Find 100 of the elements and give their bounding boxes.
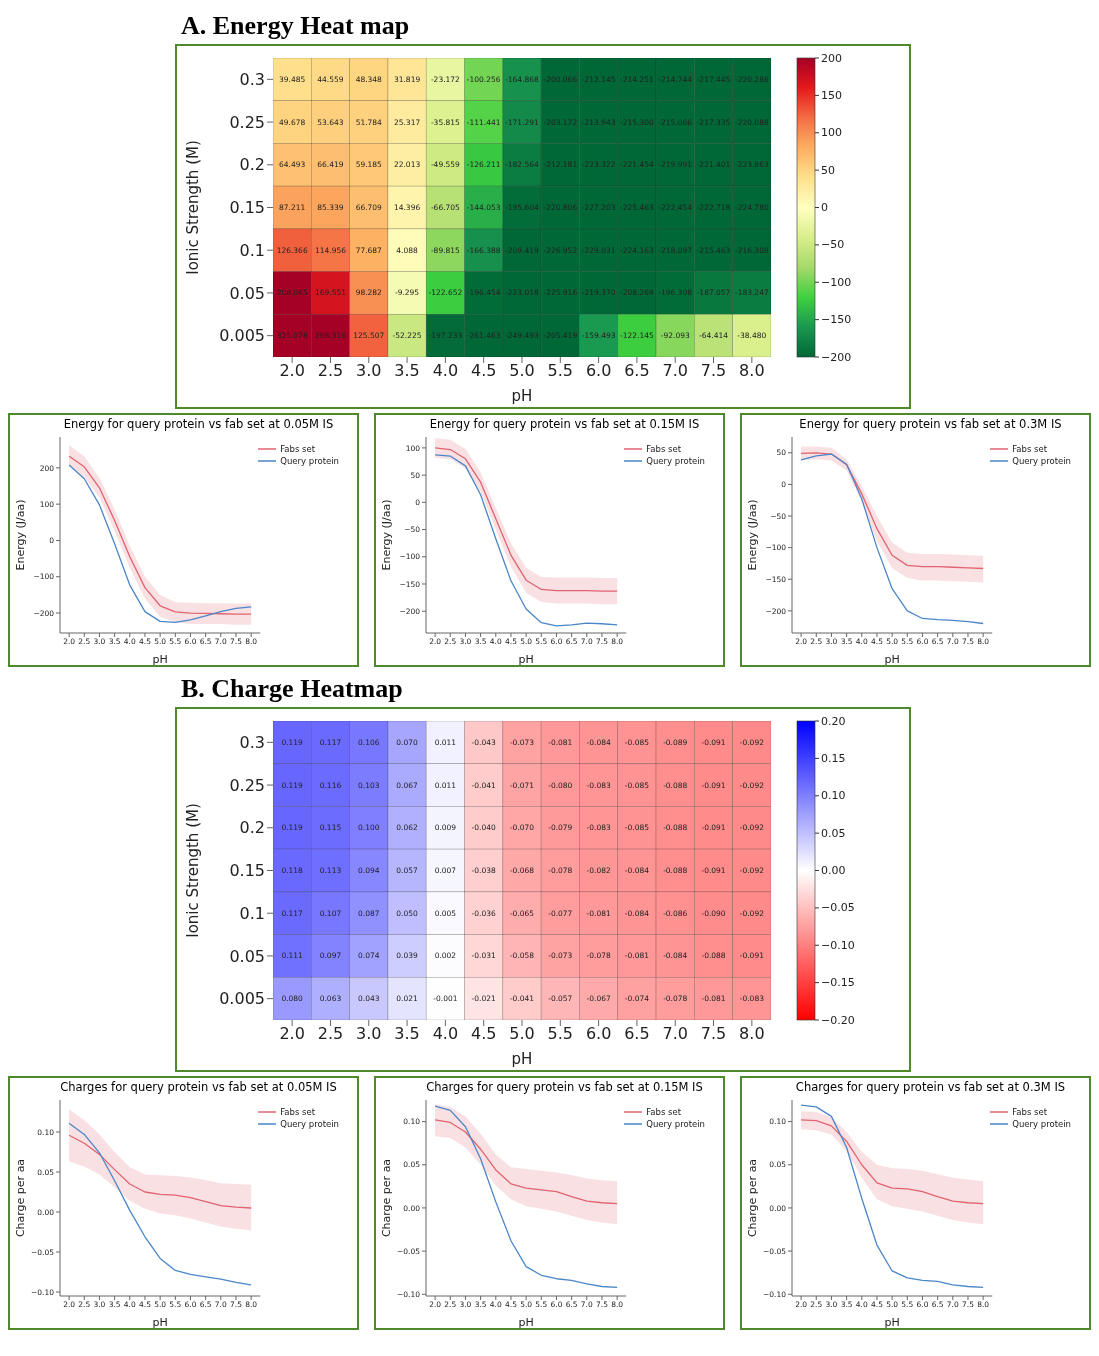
x-tick-label: 4.0 — [432, 1024, 459, 1044]
x-tick-label: 8.0 — [739, 361, 765, 381]
legend-label: Fabs set — [1012, 444, 1048, 454]
legend-label: Query protein — [646, 1119, 705, 1129]
color-bar-label: 100 — [821, 126, 842, 140]
y-axis-title: Charge per aa — [379, 1158, 393, 1238]
line-series — [434, 454, 618, 627]
y-tick-label: 0.1 — [239, 903, 265, 923]
x-tick-label: 7.5 — [700, 1024, 727, 1044]
y-tick-label: 0.05 — [229, 283, 265, 303]
color-bar-label: 0.05 — [821, 826, 846, 840]
legend-label: Query protein — [1012, 1119, 1071, 1129]
color-bar-label: −200 — [821, 350, 852, 364]
x-tick-label: 6.5 — [624, 1024, 650, 1044]
x-tick-label: 5.0 — [509, 361, 535, 381]
y-tick-label: 0.15 — [229, 198, 265, 218]
chart-title: Charges for query protein vs fab set at 0.05M IS — [59, 1079, 338, 1096]
x-axis-title: pH — [884, 653, 900, 666]
x-tick-label: 4.5 — [470, 1024, 497, 1044]
x-axis-title: pH — [152, 653, 168, 666]
color-bar-label: −0.20 — [821, 1013, 855, 1027]
line-series — [434, 1105, 618, 1289]
line-series — [800, 453, 984, 625]
x-tick-label: 7.0 — [662, 361, 688, 381]
x-tick-label: 2.0 — [279, 1024, 305, 1044]
y-axis-title: Ionic Strength (M) — [184, 140, 203, 275]
legend-label: Query protein — [1012, 456, 1071, 466]
x-axis-title: pH — [518, 1316, 534, 1329]
color-bar-label: −0.15 — [821, 976, 855, 990]
x-tick-label: 3.0 — [356, 1024, 382, 1044]
x-axis-title: pH — [152, 1316, 168, 1329]
line-series — [68, 1122, 252, 1286]
line-series — [800, 1119, 984, 1205]
chart-title: A. Energy Heat map — [180, 10, 411, 42]
legend-label: Fabs set — [1012, 1107, 1048, 1117]
y-tick-label: 0.3 — [239, 733, 265, 753]
color-bar-label: −150 — [821, 313, 852, 327]
x-axis-title: pH — [884, 1316, 900, 1329]
legend-label: Fabs set — [646, 1107, 682, 1117]
y-tick-label: 0.005 — [219, 326, 265, 346]
x-tick-label: 2.5 — [317, 361, 344, 381]
y-tick-label: 0.3 — [239, 70, 265, 90]
y-tick-label: 0.1 — [239, 240, 265, 260]
color-bar-label: 0 — [821, 201, 828, 214]
color-bar-label: 200 — [821, 51, 842, 65]
x-tick-label: 4.5 — [470, 361, 497, 381]
color-bar-label: 0.15 — [821, 751, 846, 765]
chart-title: Charges for query protein vs fab set at 0.3M IS — [794, 1079, 1067, 1096]
y-axis-title: Energy (J/aa) — [379, 499, 393, 571]
x-tick-label: 3.0 — [356, 361, 382, 381]
chart-title: Energy for query protein vs fab set at 0.3M IS — [798, 416, 1063, 433]
color-bar-label: −0.10 — [821, 938, 855, 952]
y-tick-label: 0.25 — [229, 775, 265, 795]
y-tick-label: 0.25 — [229, 112, 265, 132]
x-tick-label: 7.5 — [700, 361, 727, 381]
x-tick-label: 2.0 — [279, 361, 305, 381]
y-tick-label: 0.2 — [239, 155, 265, 175]
line-series — [68, 1134, 252, 1209]
y-tick-label: 0.15 — [229, 861, 265, 881]
color-bar-label: −0.05 — [821, 901, 855, 915]
x-tick-label: 3.5 — [394, 1024, 420, 1044]
y-tick-label: 0.05 — [229, 946, 265, 966]
y-tick-label: 0.2 — [239, 818, 265, 838]
x-tick-label: 5.5 — [547, 361, 574, 381]
x-tick-label: 4.0 — [432, 361, 459, 381]
line-series — [434, 1119, 618, 1205]
legend-label: Fabs set — [280, 1107, 316, 1117]
color-bar-label: −50 — [821, 238, 845, 252]
chart-title: Charges for query protein vs fab set at 0.15M IS — [425, 1079, 704, 1096]
y-axis-title: Ionic Strength (M) — [184, 803, 203, 938]
color-bar-label: 0.00 — [821, 864, 846, 877]
x-tick-label: 8.0 — [739, 1024, 765, 1044]
color-bar-label: 150 — [821, 88, 842, 102]
y-axis-title: Energy (J/aa) — [745, 499, 759, 571]
y-tick-label: 0.005 — [219, 989, 265, 1009]
x-tick-label: 2.5 — [317, 1024, 344, 1044]
x-axis-title: pH — [511, 1050, 533, 1068]
legend-label: Fabs set — [646, 444, 682, 454]
color-bar-label: 50 — [821, 163, 835, 177]
x-tick-label: 6.0 — [585, 361, 612, 381]
x-axis-title: pH — [518, 653, 534, 666]
x-tick-label: 5.0 — [509, 1024, 535, 1044]
legend-label: Query protein — [280, 1119, 339, 1129]
x-axis-title: pH — [511, 387, 533, 405]
legend-label: Query protein — [646, 456, 705, 466]
chart-title: Energy for query protein vs fab set at 0.15M IS — [428, 416, 701, 433]
legend-label: Fabs set — [280, 444, 316, 454]
x-tick-label: 5.5 — [547, 1024, 574, 1044]
legend-label: Query protein — [280, 456, 339, 466]
x-tick-label: 3.5 — [394, 361, 420, 381]
y-axis-title: Charge per aa — [13, 1158, 27, 1238]
color-bar-label: −100 — [821, 275, 852, 289]
x-tick-label: 7.0 — [662, 1024, 688, 1044]
chart-title: B. Charge Heatmap — [180, 673, 404, 705]
x-tick-label: 6.5 — [624, 361, 650, 381]
color-bar-label: 0.10 — [821, 789, 846, 803]
line-series — [800, 1104, 984, 1289]
y-axis-title: Energy (J/aa) — [13, 499, 27, 571]
chart-title: Energy for query protein vs fab set at 0.05M IS — [62, 416, 335, 433]
x-tick-label: 6.0 — [585, 1024, 612, 1044]
